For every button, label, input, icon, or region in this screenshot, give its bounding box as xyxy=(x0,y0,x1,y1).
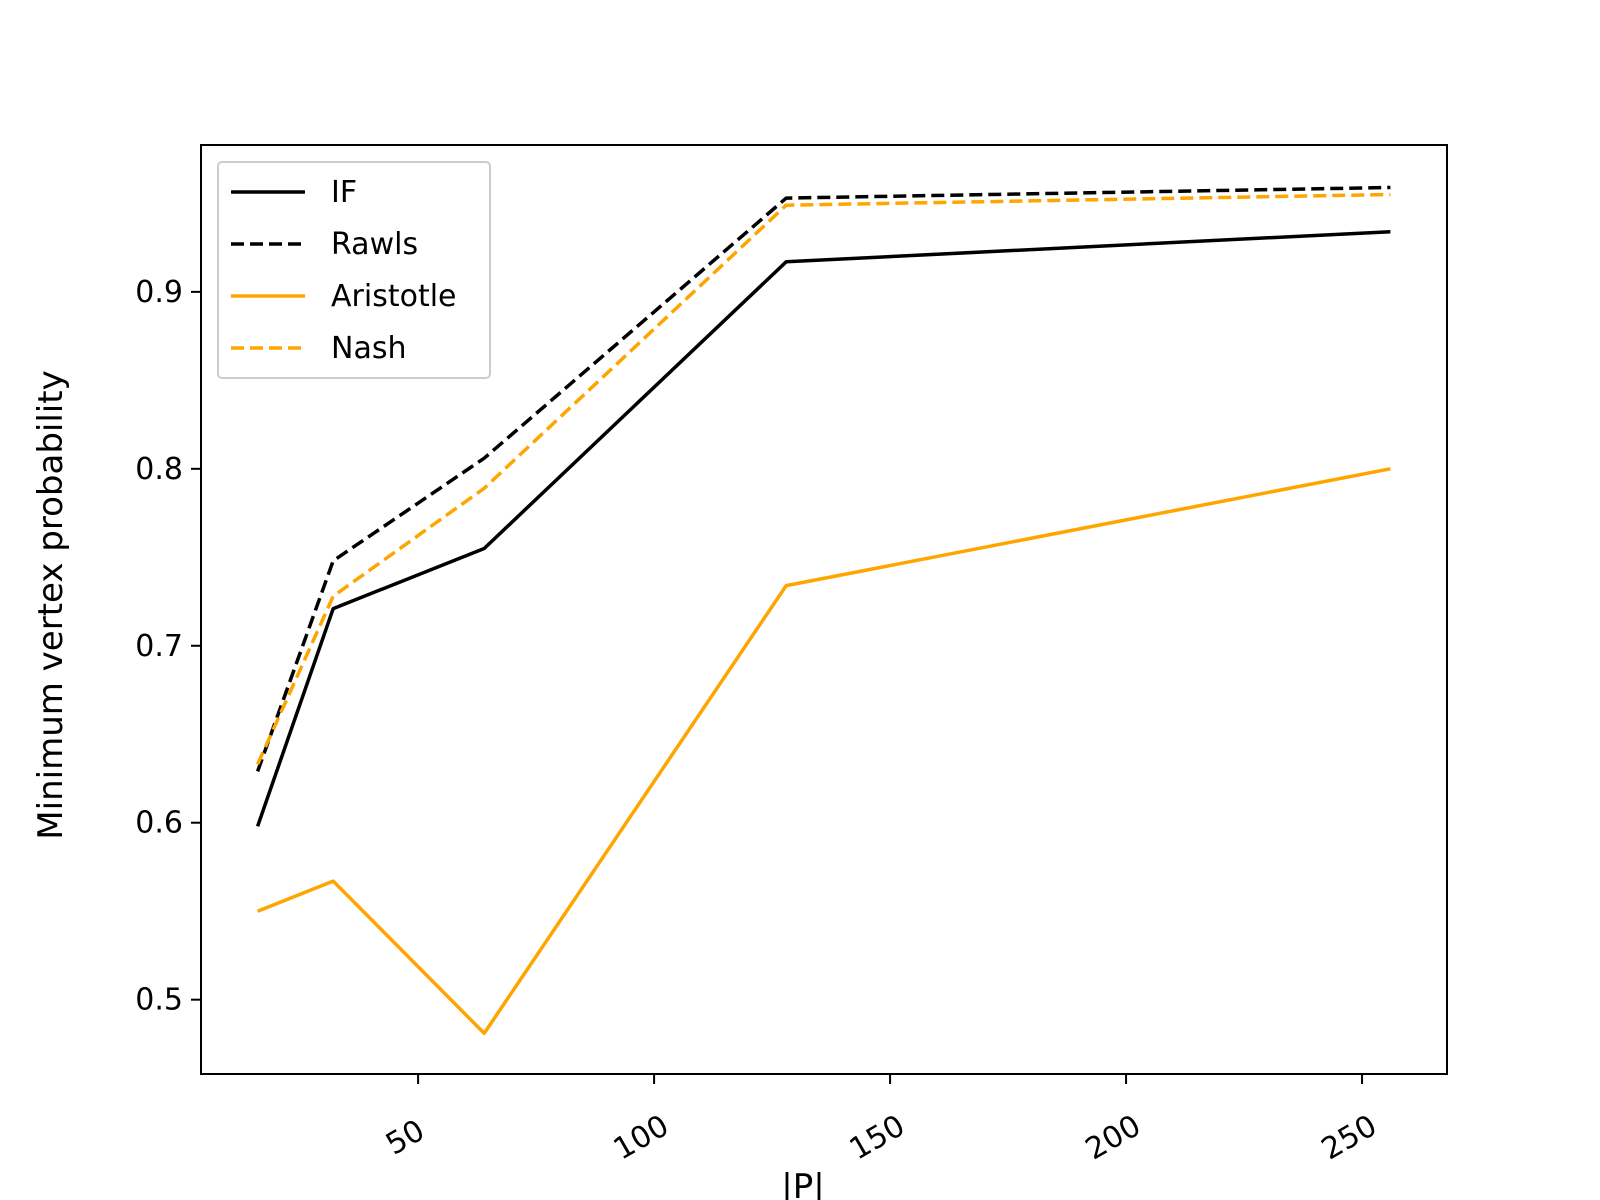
y-tick-label: 0.9 xyxy=(135,275,183,310)
series-line-aristotle xyxy=(256,467,1391,1036)
y-tick-label: 0.6 xyxy=(135,806,183,841)
y-axis-ticks: 0.5 0.6 0.7 0.8 0.9 xyxy=(135,275,201,1018)
plot-area-frame xyxy=(200,144,1448,1075)
legend-frame xyxy=(217,161,491,379)
series-line-nash xyxy=(256,192,1391,766)
legend-label-nash: Nash xyxy=(331,331,406,366)
y-axis-label: Minimum vertex probability xyxy=(31,370,71,839)
legend-label-aristotle: Aristotle xyxy=(331,279,457,314)
y-tick-label: 0.8 xyxy=(135,452,183,487)
series-line-if xyxy=(255,229,1391,827)
series-line-rawls xyxy=(255,185,1391,772)
series-layer xyxy=(255,185,1391,1036)
legend-label-rawls: Rawls xyxy=(331,227,418,262)
y-tick-label: 0.7 xyxy=(135,629,183,664)
legend: IF Rawls Aristotle Nash xyxy=(217,161,491,379)
x-axis-label: |P| xyxy=(781,1167,824,1200)
legend-label-if: IF xyxy=(331,175,357,210)
legend-items: IF Rawls Aristotle Nash xyxy=(231,175,457,366)
y-tick-label: 0.5 xyxy=(135,983,183,1018)
